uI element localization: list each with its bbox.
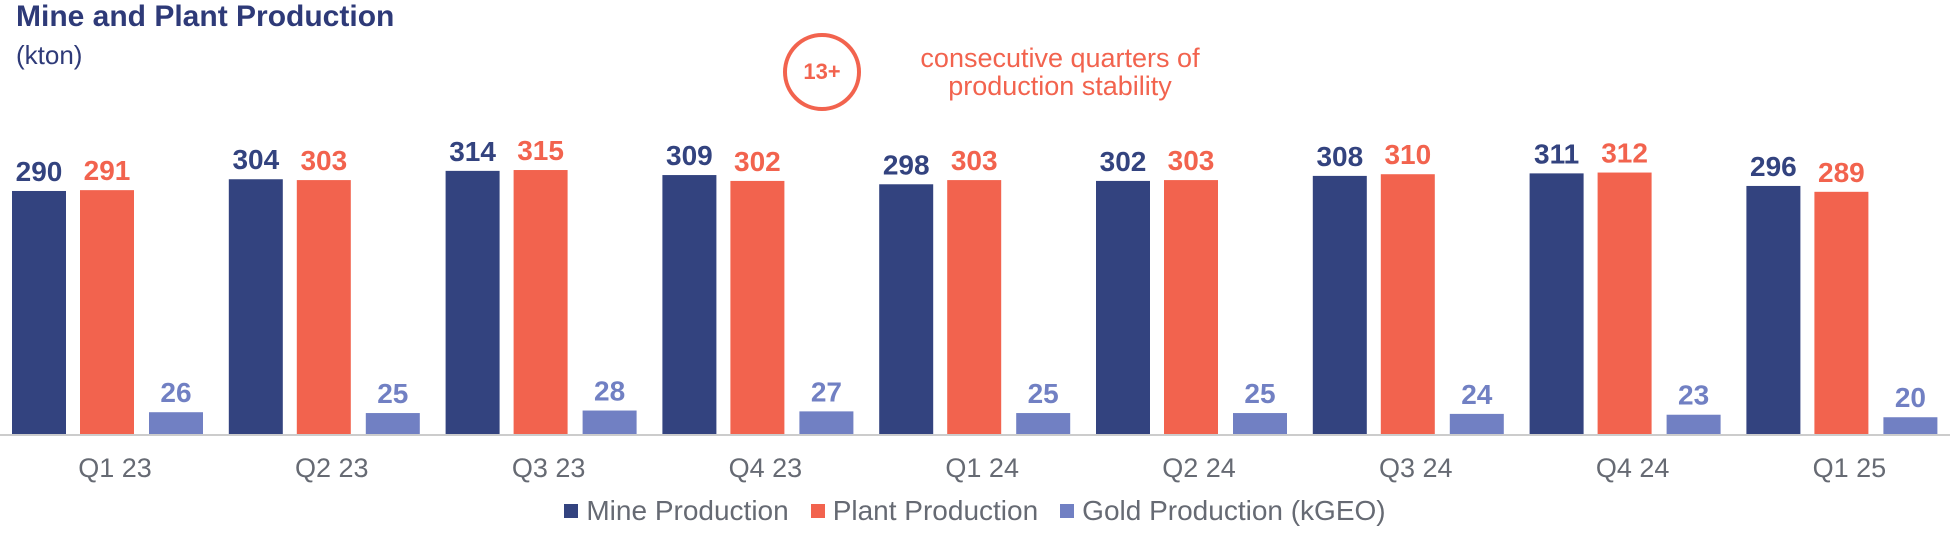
- x-tick-label: Q1 23: [78, 453, 152, 483]
- bar-plant: [1814, 191, 1869, 434]
- data-label-gold: 25: [1028, 378, 1059, 409]
- legend-label-plant: Plant Production: [832, 495, 1039, 526]
- data-label-gold: 25: [377, 378, 408, 409]
- x-tick-label: Q3 23: [512, 453, 586, 483]
- bar-gold: [1016, 413, 1071, 434]
- data-label-plant: 303: [1168, 145, 1215, 176]
- x-tick-label: Q4 23: [729, 453, 803, 483]
- data-label-plant: 303: [300, 145, 347, 176]
- bar-mine: [228, 179, 283, 434]
- legend-item-gold: Gold Production (kGEO): [1060, 495, 1386, 527]
- callout-line-2: production stability: [948, 71, 1172, 101]
- bar-plant: [296, 180, 351, 434]
- data-label-mine: 308: [1316, 141, 1363, 172]
- stability-callout: consecutive quarters of production stabi…: [880, 44, 1240, 100]
- bar-mine: [1529, 173, 1584, 434]
- chart-subtitle: (kton): [16, 40, 83, 70]
- bar-plant: [1380, 174, 1435, 434]
- bar-plant: [947, 180, 1002, 434]
- data-label-gold: 26: [160, 377, 191, 408]
- bar-plant: [1164, 180, 1218, 434]
- data-label-gold: 20: [1895, 382, 1926, 413]
- data-label-mine: 298: [883, 149, 930, 180]
- data-label-gold: 28: [594, 376, 625, 407]
- bar-mine: [445, 170, 500, 435]
- legend-swatch-gold: [1060, 504, 1075, 518]
- bar-plant: [513, 170, 568, 434]
- bar-gold: [1666, 414, 1721, 434]
- bar-gold: [365, 413, 420, 434]
- data-label-gold: 23: [1678, 380, 1709, 411]
- chart-title: Mine and Plant Production: [16, 0, 395, 33]
- data-label-mine: 311: [1534, 138, 1579, 169]
- callout-line-1: consecutive quarters of: [920, 43, 1200, 73]
- x-tick-label: Q2 24: [1162, 453, 1236, 483]
- bar-mine: [879, 184, 934, 434]
- bar-gold: [1883, 417, 1938, 434]
- bar-gold: [149, 412, 203, 434]
- data-label-mine: 304: [232, 144, 279, 175]
- x-tick-label: Q1 25: [1813, 453, 1887, 483]
- bar-mine: [1746, 185, 1801, 434]
- bar-gold: [1449, 413, 1504, 434]
- data-label-gold: 25: [1244, 378, 1275, 409]
- bar-plant: [80, 190, 134, 434]
- bar-gold: [799, 411, 854, 434]
- bar-plant: [730, 180, 785, 434]
- data-label-plant: 289: [1818, 157, 1865, 188]
- data-label-mine: 296: [1750, 151, 1797, 182]
- stability-badge: 13+: [783, 33, 861, 111]
- bar-plant: [1597, 172, 1652, 434]
- data-label-plant: 303: [951, 145, 998, 176]
- legend-item-mine: Mine Production: [564, 495, 789, 527]
- data-label-gold: 27: [811, 376, 842, 407]
- x-tick-label: Q4 24: [1596, 453, 1670, 483]
- bar-mine: [1312, 175, 1367, 434]
- x-tick-label: Q2 23: [295, 453, 369, 483]
- x-tick-label: Q3 24: [1379, 453, 1453, 483]
- data-label-gold: 24: [1461, 379, 1493, 410]
- bar-gold: [582, 410, 637, 434]
- stability-badge-text: 13+: [803, 59, 841, 84]
- data-label-mine: 302: [1100, 146, 1147, 177]
- legend-item-plant: Plant Production: [810, 495, 1039, 527]
- data-label-plant: 315: [517, 135, 564, 166]
- x-tick-label: Q1 24: [945, 453, 1019, 483]
- bar-mine: [12, 190, 66, 434]
- data-label-mine: 309: [666, 140, 713, 171]
- legend-swatch-plant: [810, 504, 825, 518]
- legend-label-gold: Gold Production (kGEO): [1082, 495, 1386, 526]
- bar-mine: [1096, 180, 1150, 434]
- bar-gold: [1233, 413, 1287, 434]
- data-label-mine: 290: [16, 156, 63, 187]
- legend-label-mine: Mine Production: [586, 495, 789, 526]
- data-label-plant: 302: [734, 146, 781, 177]
- data-label-plant: 310: [1384, 139, 1431, 170]
- legend-swatch-mine: [564, 504, 579, 518]
- data-label-plant: 291: [84, 155, 131, 186]
- data-label-plant: 312: [1601, 138, 1648, 169]
- data-label-mine: 314: [449, 136, 496, 167]
- legend: Mine Production Plant Production Gold Pr…: [0, 495, 1950, 527]
- bar-mine: [662, 175, 717, 435]
